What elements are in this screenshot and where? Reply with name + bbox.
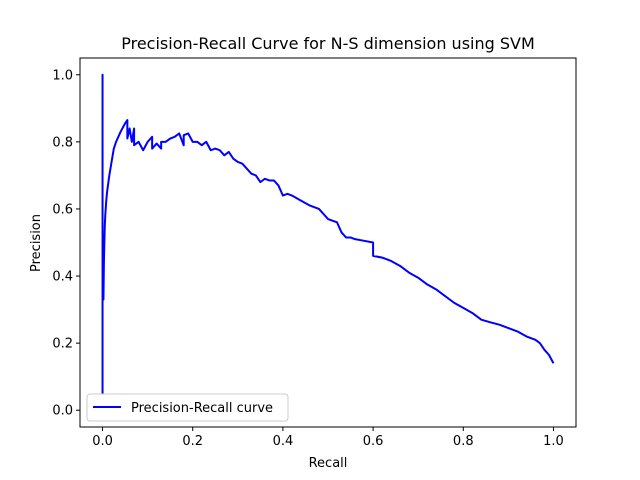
x-tick-label: 0.4: [273, 434, 294, 449]
y-axis-ticks: 0.0 0.2 0.4 0.6 0.8 1.0: [52, 68, 80, 419]
x-tick-label: 0.8: [453, 434, 474, 449]
y-axis-label: Precision: [29, 214, 44, 272]
series-line-0: [101, 73, 555, 394]
x-axis-label: Recall: [309, 456, 348, 471]
legend: Precision-Recall curve: [86, 393, 289, 422]
legend-box: [86, 393, 289, 422]
plot-area: [101, 73, 555, 394]
x-tick-label: 1.0: [543, 434, 564, 449]
y-tick-label: 0.8: [52, 135, 73, 150]
y-tick-label: 0.4: [52, 270, 73, 285]
chart-title: Precision-Recall Curve for N-S dimension…: [121, 34, 535, 53]
y-tick-label: 0.2: [52, 337, 73, 352]
x-axis-ticks: 0.0 0.2 0.4 0.6 0.8 1.0: [92, 427, 564, 449]
y-tick-label: 1.0: [52, 68, 73, 83]
legend-label-precision-recall: Precision-Recall curve: [131, 401, 273, 416]
axes-frame: [79, 57, 577, 428]
x-tick-label: 0.0: [92, 434, 113, 449]
y-tick-label: 0.6: [52, 202, 73, 217]
x-tick-label: 0.6: [363, 434, 384, 449]
x-tick-label: 0.2: [182, 434, 203, 449]
y-tick-label: 0.0: [52, 404, 73, 419]
